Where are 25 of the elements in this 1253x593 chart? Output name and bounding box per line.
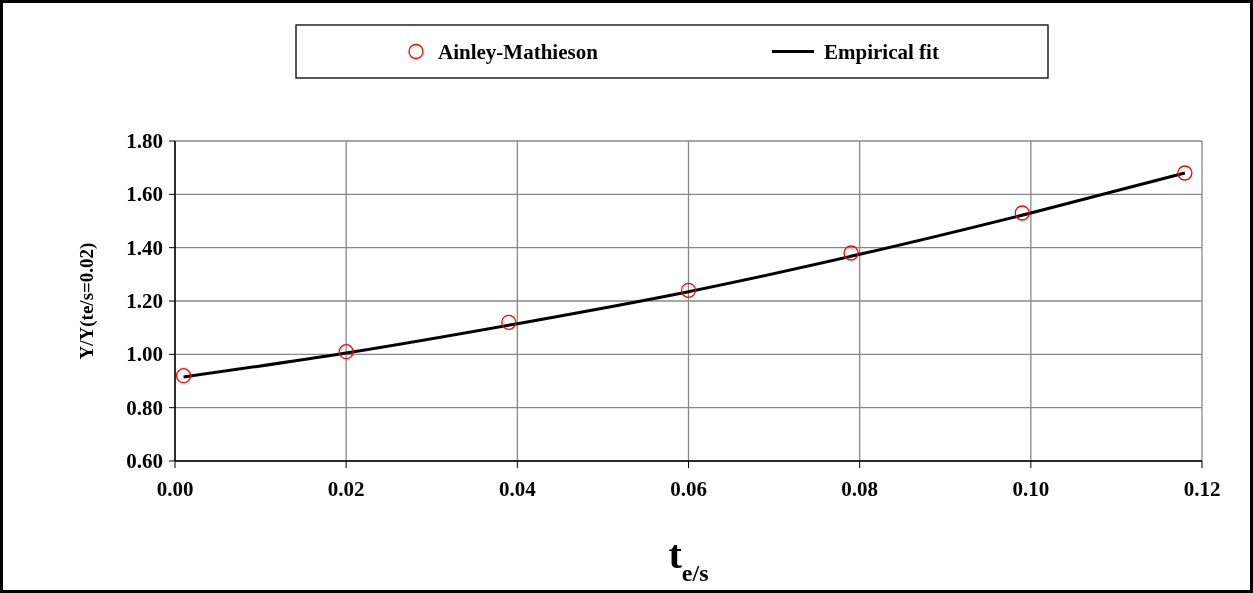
x-tick-label: 0.10 — [1012, 477, 1050, 501]
point — [1014, 205, 1030, 221]
y-tick-label: 1.20 — [126, 289, 163, 313]
x-axis-title: t$_{e/s}$ — [668, 532, 709, 586]
point — [680, 282, 697, 298]
point — [843, 245, 859, 261]
y-tick-label: 0.60 — [126, 449, 163, 473]
x-tick-label: 0.08 — [841, 477, 879, 501]
y-tick-label: 1.60 — [126, 182, 163, 207]
x-tick-label: 0.00 — [156, 477, 194, 501]
y-tick-label: 0.80 — [126, 395, 163, 420]
point — [1177, 165, 1193, 181]
point — [501, 314, 517, 330]
x-tick-label: 0.06 — [670, 477, 707, 501]
x-tick-label: 0.02 — [327, 477, 365, 501]
y-tick-label: 1.40 — [126, 235, 163, 260]
point — [175, 368, 192, 384]
x-tick-label: 0.04 — [498, 477, 537, 501]
y-tick-label: 1.00 — [126, 342, 163, 367]
legend-label: Ainley-Mathieson — [438, 39, 599, 64]
x-tick-label: 0.12 — [1183, 477, 1221, 501]
legend-label: Empirical fit — [824, 39, 939, 64]
y-axis-title: Y/Y(te/s=0.02) — [76, 242, 98, 360]
point — [338, 344, 354, 360]
y-tick-label: 1.80 — [126, 129, 163, 153]
